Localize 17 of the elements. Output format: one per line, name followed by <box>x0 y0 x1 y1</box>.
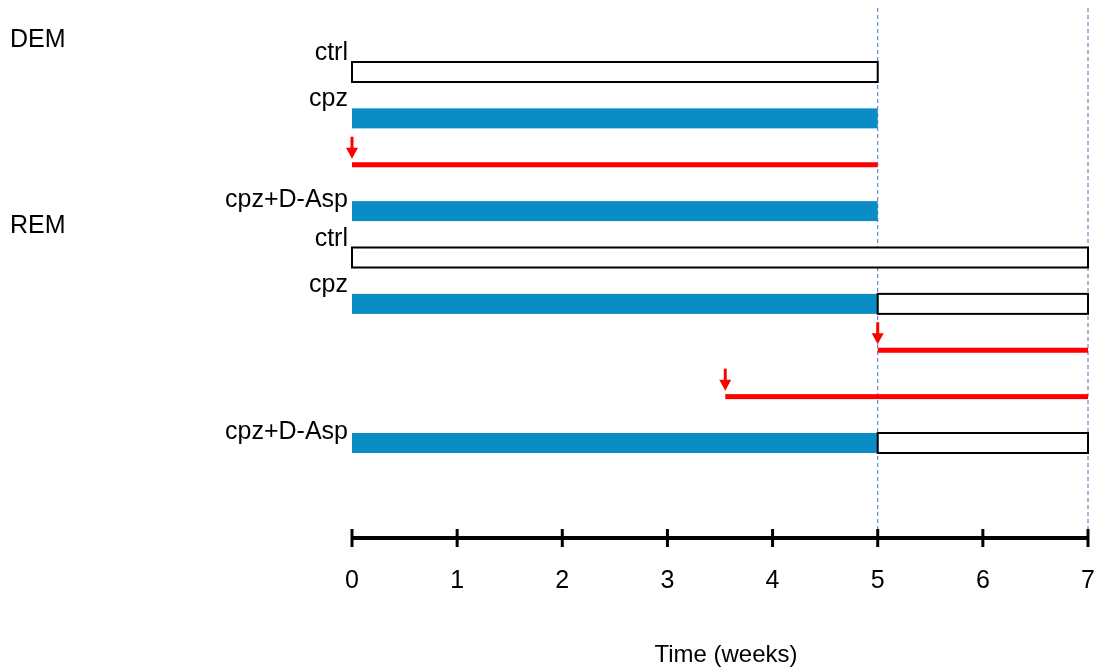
text: DEM <box>10 24 66 52</box>
x-tick-label: 1 <box>450 565 465 593</box>
x-tick-label: 5 <box>870 565 885 593</box>
x-tick-label: 2 <box>555 565 570 593</box>
y-tick-label: cpz <box>309 83 348 112</box>
y-tick-label: cpz <box>309 268 348 297</box>
y-tick-label: ctrl <box>314 222 348 251</box>
x-tick-label: 0 <box>345 565 359 593</box>
text: REM <box>10 209 66 238</box>
x-tick-label: 3 <box>660 565 675 593</box>
y-tick-label: cpz+D-Asp <box>225 184 348 213</box>
y-tick-label: cpz+D-Asp <box>225 416 348 444</box>
x-axis-title: Time (weeks) <box>654 640 798 667</box>
x-tick-label: 6 <box>975 565 990 593</box>
y-tick-label: ctrl <box>314 37 348 65</box>
x-tick-label: 4 <box>765 565 780 593</box>
x-tick-label: 7 <box>1081 565 1095 593</box>
